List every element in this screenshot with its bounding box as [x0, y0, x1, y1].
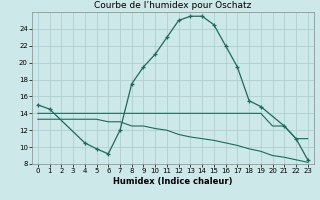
Title: Courbe de l’humidex pour Oschatz: Courbe de l’humidex pour Oschatz — [94, 1, 252, 10]
X-axis label: Humidex (Indice chaleur): Humidex (Indice chaleur) — [113, 177, 233, 186]
